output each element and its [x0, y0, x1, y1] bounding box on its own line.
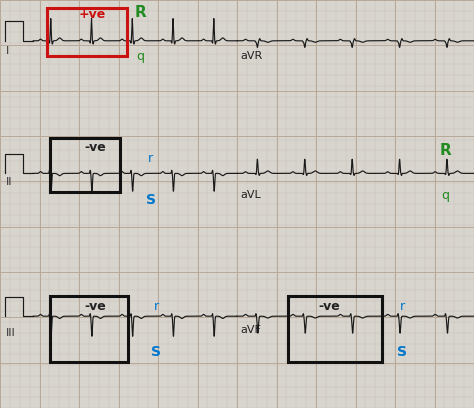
- Text: I: I: [6, 46, 9, 56]
- Text: aVF: aVF: [241, 325, 262, 335]
- Text: r: r: [154, 300, 159, 313]
- Text: III: III: [6, 328, 16, 337]
- Text: II: II: [6, 177, 12, 186]
- Text: q: q: [442, 188, 449, 202]
- Text: aVL: aVL: [241, 190, 262, 200]
- Text: R: R: [135, 5, 146, 20]
- Text: -ve: -ve: [84, 141, 106, 154]
- Text: r: r: [148, 152, 153, 165]
- Text: R: R: [440, 144, 451, 158]
- Bar: [50, 138, 120, 192]
- Text: -ve: -ve: [84, 300, 106, 313]
- Bar: [47, 8, 127, 56]
- Bar: [288, 296, 382, 362]
- Text: r: r: [400, 300, 404, 313]
- Text: q: q: [137, 50, 144, 63]
- Text: S: S: [151, 345, 162, 359]
- Text: +ve: +ve: [79, 8, 106, 21]
- Text: aVR: aVR: [240, 51, 262, 61]
- Bar: [50, 296, 128, 362]
- Text: S: S: [146, 193, 156, 207]
- Text: S: S: [397, 345, 407, 359]
- Text: -ve: -ve: [319, 300, 340, 313]
